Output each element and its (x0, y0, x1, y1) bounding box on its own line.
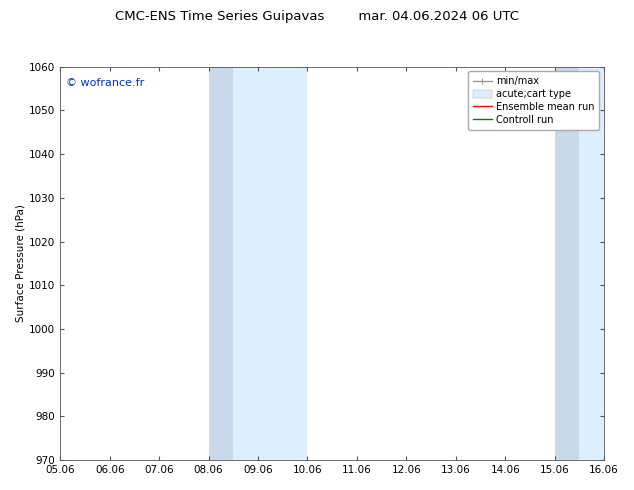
Text: © wofrance.fr: © wofrance.fr (66, 78, 144, 88)
Text: CMC-ENS Time Series Guipavas        mar. 04.06.2024 06 UTC: CMC-ENS Time Series Guipavas mar. 04.06.… (115, 10, 519, 23)
Bar (209, 67, 233, 460)
Bar (555, 67, 579, 460)
Bar (579, 67, 604, 460)
Y-axis label: Surface Pressure (hPa): Surface Pressure (hPa) (15, 204, 25, 322)
Bar (233, 67, 307, 460)
Legend: min/max, acute;cart type, Ensemble mean run, Controll run: min/max, acute;cart type, Ensemble mean … (468, 72, 599, 130)
